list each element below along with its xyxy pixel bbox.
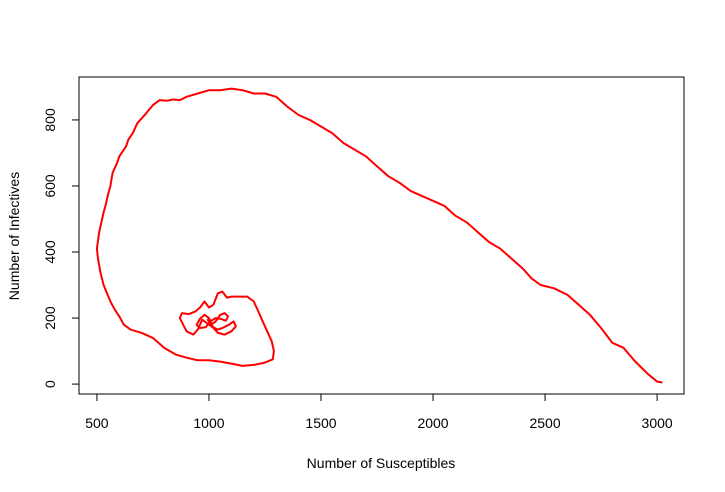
y-tick-label: 0 xyxy=(42,380,58,388)
series-line xyxy=(95,87,663,384)
x-tick-label: 500 xyxy=(85,415,109,431)
x-tick-label: 1000 xyxy=(193,415,224,431)
x-axis-label: Number of Susceptibles xyxy=(307,455,456,471)
x-axis: 500 1000 1500 2000 2500 3000 xyxy=(85,393,673,431)
x-tick-label: 2500 xyxy=(529,415,560,431)
y-tick-label: 600 xyxy=(42,174,58,198)
x-tick-label: 3000 xyxy=(642,415,673,431)
plot-frame xyxy=(78,76,685,395)
x-tick-label: 1500 xyxy=(305,415,336,431)
y-tick-label: 200 xyxy=(42,306,58,330)
y-tick-label: 400 xyxy=(42,240,58,264)
y-axis-label: Number of Infectives xyxy=(6,172,22,300)
y-axis: 0 200 400 600 800 xyxy=(42,108,80,388)
y-tick-label: 800 xyxy=(42,108,58,132)
series-layer xyxy=(95,87,663,384)
x-tick-label: 2000 xyxy=(417,415,448,431)
